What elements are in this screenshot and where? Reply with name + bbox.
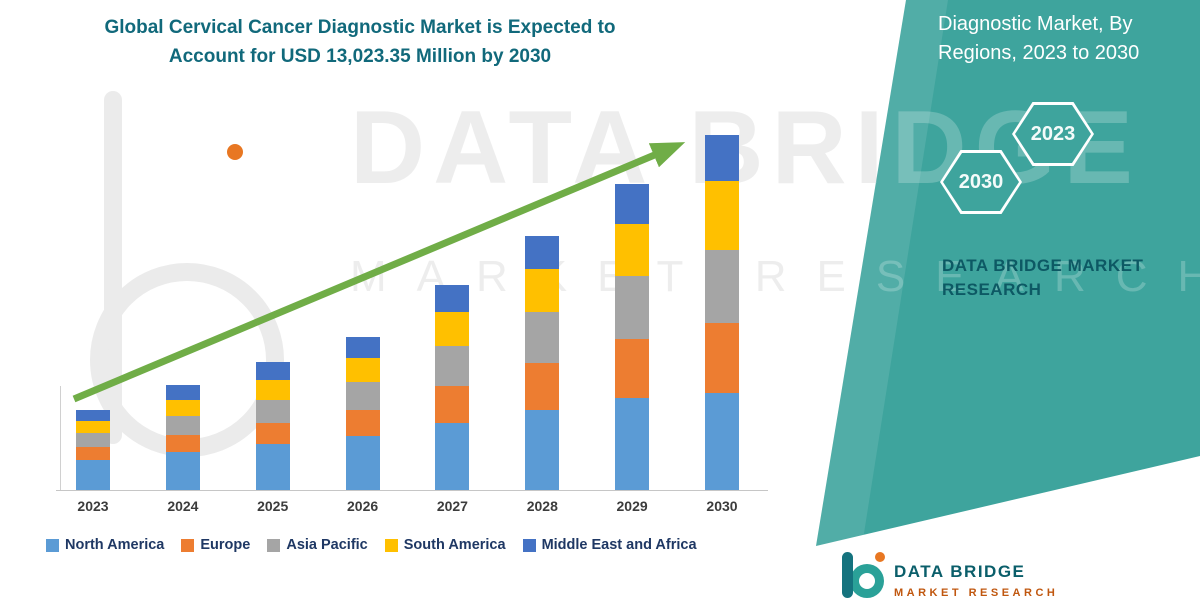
stacked-bar-2026 [345,337,380,490]
footer-logo: DATA BRIDGE MARKET RESEARCH [840,550,1058,600]
x-axis-label: 2030 [706,498,738,514]
legend-swatch [267,538,281,552]
legend-label: Asia Pacific [286,537,368,553]
hexagon-badge-2030: 2030 [940,150,1022,214]
stacked-bar-2024 [165,385,200,490]
chart-title: Global Cervical Cancer Diagnostic Market… [50,14,670,71]
bar-segment-europe [165,435,200,453]
bar-segment-europe [255,423,290,445]
stacked-bar-2029 [615,184,650,490]
x-axis-baseline [56,490,768,491]
hexagon-badge-2030-fill: 2030 [943,153,1019,211]
bar-segment-middle-east-and-africa [435,285,470,313]
bar-segment-north-america [165,452,200,490]
bar-segment-asia-pacific [705,250,739,324]
stacked-bar-2025 [255,362,290,490]
bar-segment-europe [76,447,110,461]
bar-segment-asia-pacific [255,400,290,424]
x-axis-label: 2025 [257,498,289,514]
side-panel-heading: Diagnostic Market, By Regions, 2023 to 2… [938,10,1196,68]
bar-segment-north-america [345,436,380,490]
bar-segment-south-america [165,400,200,417]
footer-logo-name: DATA BRIDGE [894,562,1026,581]
stacked-bar-2027 [435,285,470,490]
bar-segment-north-america [255,444,290,490]
footer-logo-texts: DATA BRIDGE MARKET RESEARCH [894,550,1058,600]
x-axis-label: 2027 [436,498,468,514]
legend-label: Middle East and Africa [541,537,697,553]
legend-item: Asia Pacific [267,537,368,553]
bar-segment-asia-pacific [165,416,200,436]
stacked-bar-2030 [705,135,739,490]
bar-segment-middle-east-and-africa [705,135,739,182]
legend-label: South America [403,537,506,553]
bar-segment-europe [705,323,739,394]
bar-segment-europe [525,363,560,411]
side-panel-heading-line2: Regions, 2023 to 2030 [938,42,1140,64]
bar-segment-north-america [435,423,470,490]
bar-segment-south-america [705,181,739,251]
bar-segment-middle-east-and-africa [345,337,380,359]
legend-item: Middle East and Africa [522,537,697,553]
bar-segment-europe [615,339,650,398]
legend-item: Europe [181,537,250,553]
x-axis-label: 2028 [526,498,558,514]
x-axis-label: 2029 [616,498,648,514]
bar-segment-north-america [525,410,560,490]
bar-segment-middle-east-and-africa [76,410,110,422]
bar-segment-north-america [615,398,650,490]
bar-segment-south-america [345,358,380,383]
footer-logo-orange-dot [875,552,885,562]
bar-segment-south-america [255,380,290,401]
bar-segment-europe [345,410,380,436]
x-axis-label: 2026 [347,498,379,514]
chart-legend: North America Europe Asia Pacific South Ame… [46,537,697,553]
x-axis-label: 2023 [77,498,109,514]
legend-label: Europe [200,537,251,553]
x-axis-label: 2024 [167,498,199,514]
side-panel-brand: DATA BRIDGE MARKET RESEARCH [942,254,1143,302]
bar-segment-south-america [435,312,470,347]
footer-logo-icon [842,552,885,598]
chart-title-line2: Account for USD 13,023.35 Million by 203… [168,45,552,67]
bar-segment-south-america [76,421,110,434]
side-panel-brand-line1: DATA BRIDGE MARKET [942,256,1144,275]
bar-segment-middle-east-and-africa [255,362,290,381]
legend-swatch [384,538,398,552]
footer-logo-tagline: MARKET RESEARCH [894,587,1059,599]
legend-swatch [522,538,536,552]
bar-segment-south-america [615,224,650,277]
bar-segment-asia-pacific [345,382,380,410]
y-axis-line [60,386,61,490]
stacked-bar-2028 [525,236,560,490]
bar-segment-north-america [76,460,110,490]
bar-segment-north-america [705,393,739,490]
legend-item: North America [46,537,164,553]
legend-swatch [181,538,195,552]
footer-logo-stem [842,552,853,598]
hexagon-year-label: 2030 [958,170,1004,193]
stacked-bar-2023 [76,410,110,490]
bar-segment-asia-pacific [615,276,650,340]
legend-label: North America [65,537,165,553]
bar-segment-asia-pacific [435,346,470,386]
hexagon-year-label: 2023 [1030,122,1076,145]
side-panel-brand-line2: RESEARCH [942,279,1042,299]
bar-segment-middle-east-and-africa [615,184,650,225]
legend-swatch [46,538,59,552]
legend-item: South America [384,537,506,553]
bar-segment-south-america [525,269,560,313]
chart-title-line1: Global Cervical Cancer Diagnostic Market… [104,17,616,38]
bar-segment-asia-pacific [76,433,110,448]
bar-segment-middle-east-and-africa [525,236,560,270]
side-panel-heading-line1: Diagnostic Market, By [938,13,1133,35]
bar-segment-europe [435,386,470,423]
footer-logo-bowl-hole [859,573,875,589]
bar-segment-middle-east-and-africa [165,385,200,401]
bar-segment-asia-pacific [525,312,560,364]
